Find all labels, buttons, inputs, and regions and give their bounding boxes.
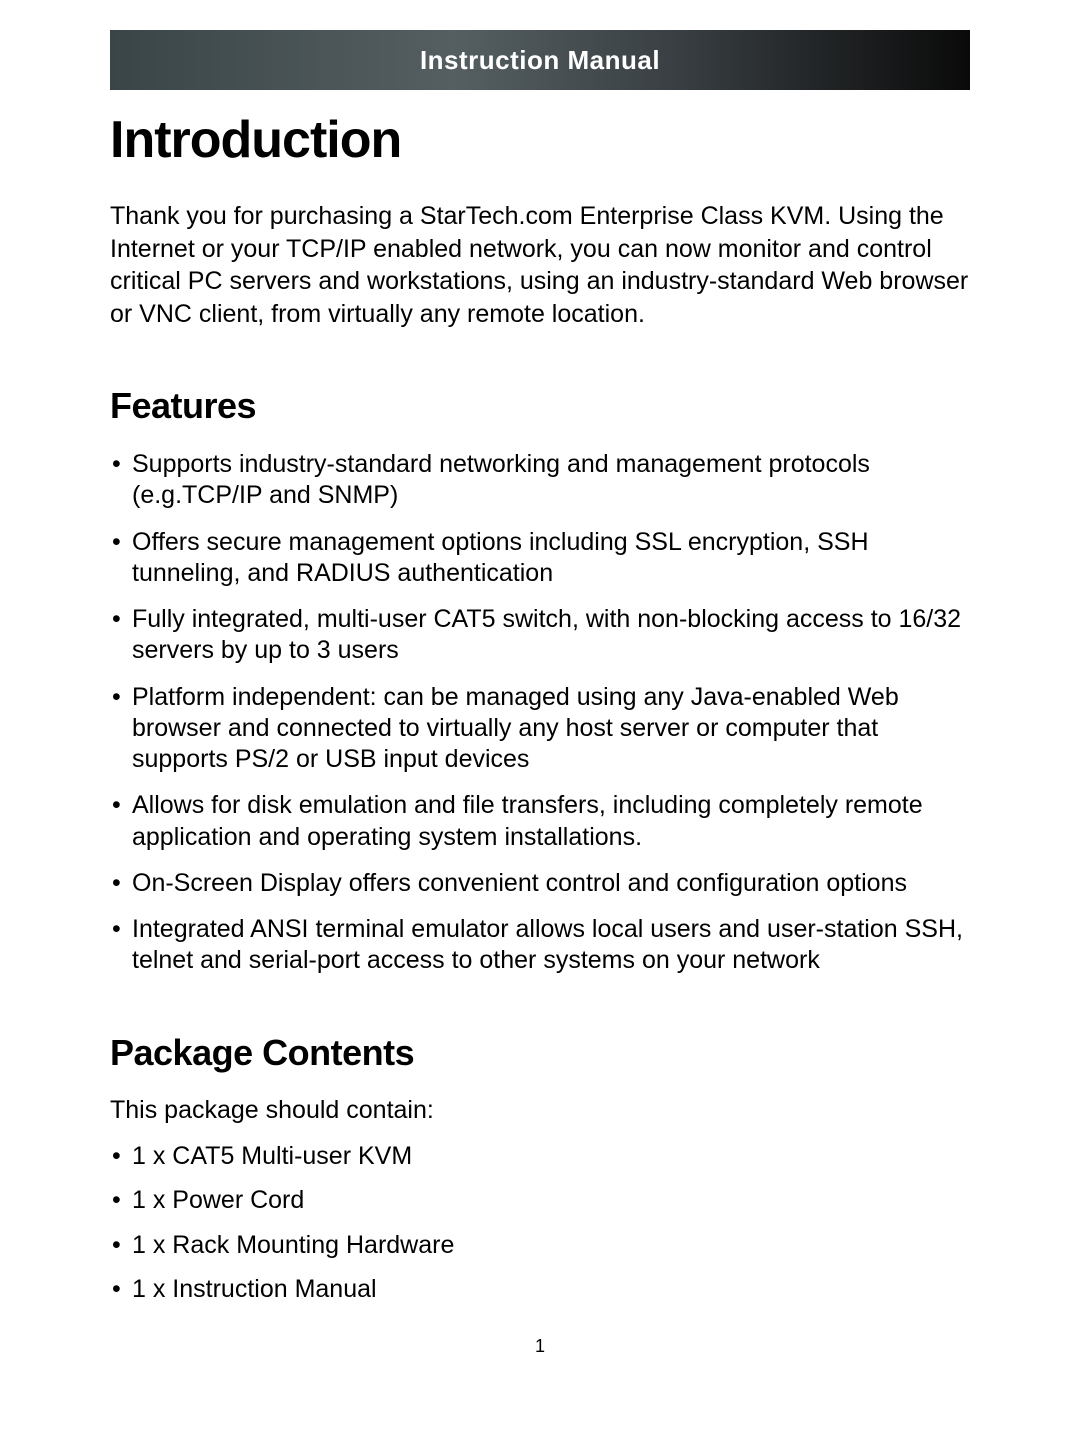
package-item: 1 x Power Cord <box>110 1184 970 1217</box>
feature-item: Offers secure management options includi… <box>110 527 970 590</box>
header-title: Instruction Manual <box>420 45 660 76</box>
page-container: Instruction Manual Introduction Thank yo… <box>0 0 1080 1397</box>
page-number: 1 <box>110 1336 970 1357</box>
intro-paragraph: Thank you for purchasing a StarTech.com … <box>110 200 970 330</box>
package-intro: This package should contain: <box>110 1096 970 1125</box>
feature-item: Integrated ANSI terminal emulator allows… <box>110 914 970 977</box>
package-list: 1 x CAT5 Multi-user KVM 1 x Power Cord 1… <box>110 1140 970 1306</box>
package-item: 1 x Instruction Manual <box>110 1273 970 1306</box>
feature-item: Platform independent: can be managed usi… <box>110 682 970 776</box>
header-bar: Instruction Manual <box>110 30 970 90</box>
package-heading: Package Contents <box>110 1032 970 1074</box>
feature-item: Fully integrated, multi-user CAT5 switch… <box>110 604 970 667</box>
features-heading: Features <box>110 385 970 427</box>
feature-item: Allows for disk emulation and file trans… <box>110 790 970 853</box>
main-heading: Introduction <box>110 110 970 170</box>
feature-item: On-Screen Display offers convenient cont… <box>110 868 970 899</box>
features-list: Supports industry-standard networking an… <box>110 449 970 977</box>
package-item: 1 x Rack Mounting Hardware <box>110 1229 970 1262</box>
feature-item: Supports industry-standard networking an… <box>110 449 970 512</box>
package-item: 1 x CAT5 Multi-user KVM <box>110 1140 970 1173</box>
